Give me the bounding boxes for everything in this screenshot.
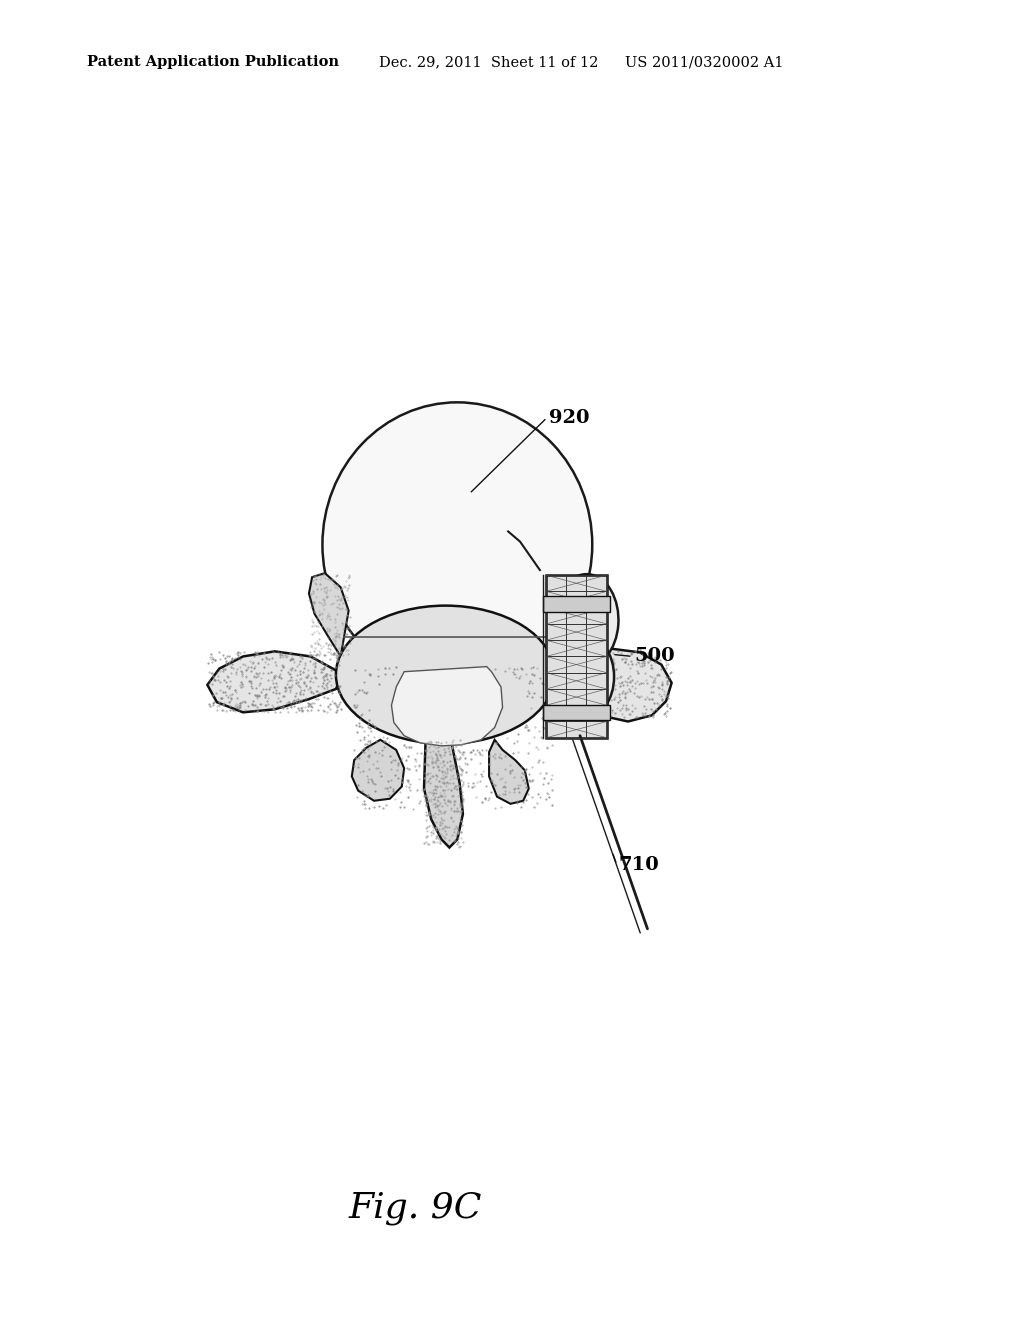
Text: 500: 500 <box>634 647 675 665</box>
Text: 710: 710 <box>618 855 659 874</box>
Polygon shape <box>424 739 463 847</box>
FancyBboxPatch shape <box>546 576 606 738</box>
Polygon shape <box>489 739 528 804</box>
Ellipse shape <box>323 403 592 686</box>
Ellipse shape <box>565 649 603 704</box>
Ellipse shape <box>553 574 618 668</box>
Polygon shape <box>352 739 404 801</box>
FancyBboxPatch shape <box>543 597 609 611</box>
Text: Fig. 9C: Fig. 9C <box>348 1191 481 1225</box>
Polygon shape <box>207 651 341 713</box>
Text: 920: 920 <box>549 409 589 426</box>
Text: US 2011/0320002 A1: US 2011/0320002 A1 <box>625 55 783 70</box>
Polygon shape <box>309 573 348 656</box>
FancyBboxPatch shape <box>543 705 609 721</box>
Ellipse shape <box>336 606 555 744</box>
Ellipse shape <box>564 590 607 652</box>
Polygon shape <box>553 648 672 722</box>
Text: Dec. 29, 2011  Sheet 11 of 12: Dec. 29, 2011 Sheet 11 of 12 <box>379 55 598 70</box>
Ellipse shape <box>555 635 614 718</box>
Text: Patent Application Publication: Patent Application Publication <box>87 55 339 70</box>
Polygon shape <box>391 667 503 746</box>
